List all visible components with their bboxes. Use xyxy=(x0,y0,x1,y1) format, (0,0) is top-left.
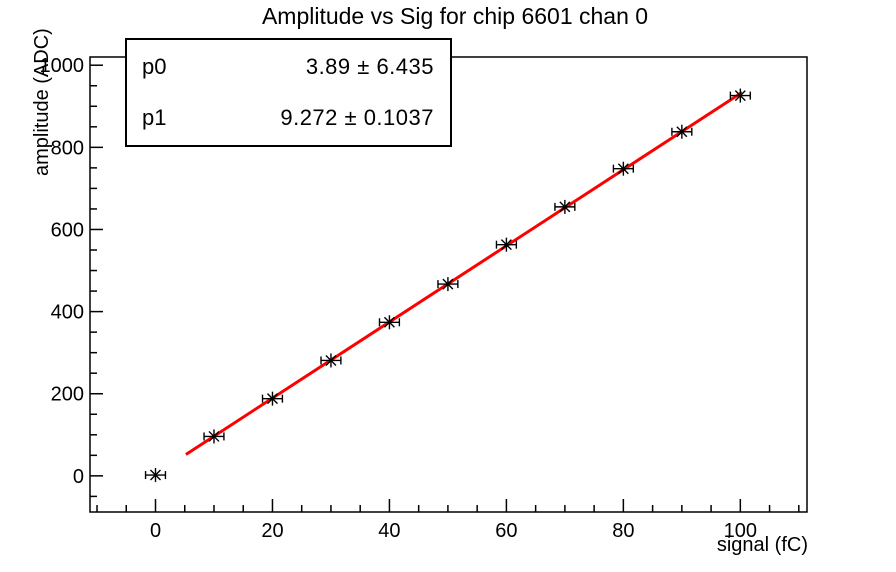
chart-title: Amplitude vs Sig for chip 6601 chan 0 xyxy=(261,3,649,29)
axis-tick-label: 600 xyxy=(51,219,84,241)
axis-tick-label: 60 xyxy=(495,520,517,542)
param-name: p1 xyxy=(142,104,167,130)
axis-tick-label: 800 xyxy=(51,137,84,159)
axis-tick-label: 40 xyxy=(378,520,400,542)
data-point xyxy=(437,277,459,292)
marker-stroke xyxy=(383,316,395,328)
axis-tick-label: 200 xyxy=(51,384,84,406)
param-name: p0 xyxy=(142,54,167,80)
marker-stroke xyxy=(442,278,454,290)
axis-tick-label: 0 xyxy=(73,466,84,488)
marker-stroke xyxy=(325,354,337,366)
param-value: 3.89 ± 6.435 xyxy=(305,54,434,80)
data-point xyxy=(729,88,751,103)
data-point xyxy=(554,199,576,214)
data-point xyxy=(612,161,635,176)
data-point xyxy=(378,315,401,330)
marker-stroke xyxy=(266,393,278,405)
stats-row-p0: p0 3.89 ± 6.435 xyxy=(127,54,450,80)
x-axis-title: signal (fC) xyxy=(717,534,808,556)
marker-stroke xyxy=(617,163,629,175)
data-point xyxy=(495,237,518,252)
axis-tick-label: 80 xyxy=(612,520,634,542)
axis-tick-label: 1000 xyxy=(40,55,85,77)
axis-tick-label: 20 xyxy=(261,520,283,542)
stats-row-p1: p1 9.272 ± 0.1037 xyxy=(127,105,450,131)
marker-stroke xyxy=(208,430,220,442)
fit-line xyxy=(185,91,743,456)
marker-stroke xyxy=(734,90,746,102)
fit-stats-box: p0 3.89 ± 6.435 p1 9.272 ± 0.1037 xyxy=(125,38,452,147)
axis-tick-label: 400 xyxy=(51,302,84,324)
data-point xyxy=(261,391,284,406)
axis-tick-label: 100 xyxy=(724,520,757,542)
data-point xyxy=(144,468,167,483)
data-point xyxy=(320,353,342,368)
data-point xyxy=(671,124,693,139)
y-axis-title: amplitude (ADC) xyxy=(31,28,53,176)
marker-stroke xyxy=(500,239,512,251)
data-point xyxy=(203,429,225,444)
axis-tick-label: 0 xyxy=(150,520,161,542)
param-value: 9.272 ± 0.1037 xyxy=(280,104,434,130)
marker-stroke xyxy=(559,201,571,213)
marker-stroke xyxy=(676,126,688,138)
marker-stroke xyxy=(150,469,161,481)
